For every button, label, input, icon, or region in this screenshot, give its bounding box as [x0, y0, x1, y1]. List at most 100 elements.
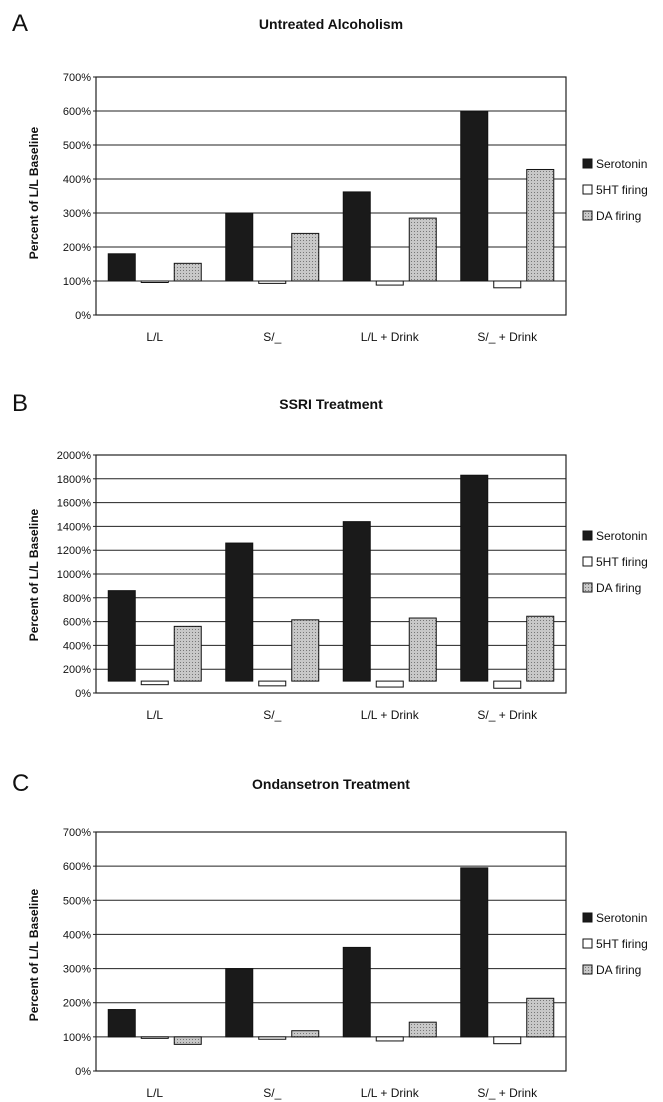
x-tick-label: L/L + Drink	[361, 1086, 420, 1100]
y-tick-label: 1200%	[57, 545, 91, 557]
x-tick-label: L/L	[146, 1086, 163, 1100]
serotonin-bar	[460, 867, 489, 1038]
da-firing-bar	[173, 262, 202, 282]
5ht-firing-bar	[375, 1036, 404, 1042]
legend-5ht-firing-swatch	[582, 184, 593, 195]
5ht-firing-bar	[140, 1036, 169, 1039]
da-firing-bar	[291, 1030, 320, 1038]
legend-da-firing: DA firing	[596, 581, 641, 595]
y-tick-label: 1800%	[57, 474, 91, 486]
y-tick-label: 600%	[63, 617, 91, 629]
5ht-firing-bar	[140, 680, 169, 686]
y-tick-label: 100%	[63, 1032, 91, 1044]
serotonin-bar	[225, 542, 254, 682]
x-tick-label: L/L + Drink	[361, 330, 420, 344]
legend-5ht-firing-swatch	[582, 938, 593, 949]
panel-label: B	[12, 390, 29, 417]
y-tick-label: 0%	[75, 310, 91, 322]
legend-da-firing: DA firing	[596, 209, 641, 223]
y-tick-label: 500%	[63, 895, 91, 907]
da-firing-bar	[408, 1021, 437, 1038]
bar-chart: 0% 100% 200% 300% 400% 500% 600% 700% L/L S/_ L/L …	[63, 827, 648, 1100]
panel-label: A	[12, 10, 29, 37]
y-tick-label: 300%	[63, 964, 91, 976]
x-tick-label: S/_	[263, 1086, 281, 1100]
serotonin-bar	[225, 212, 254, 282]
da-firing-bar	[526, 615, 555, 682]
legend-da-firing-swatch	[582, 210, 593, 221]
x-tick-label: S/_ + Drink	[477, 330, 538, 344]
y-tick-label: 200%	[63, 242, 91, 254]
legend-serotonin: Serotonin	[596, 157, 647, 171]
plot-area	[95, 831, 567, 1072]
y-tick-label: 600%	[63, 106, 91, 118]
da-firing-bar	[291, 232, 320, 282]
da-firing-bar	[291, 619, 320, 682]
da-firing-bar	[526, 997, 555, 1038]
legend-serotonin: Serotonin	[596, 911, 647, 925]
legend-serotonin-swatch	[582, 158, 593, 169]
serotonin-bar	[342, 191, 371, 282]
legend-serotonin-swatch	[582, 530, 593, 541]
y-tick-label: 500%	[63, 140, 91, 152]
serotonin-bar	[107, 590, 136, 682]
y-tick-label: 1600%	[57, 498, 91, 510]
x-tick-label: S/_	[263, 708, 281, 722]
legend-da-firing-swatch	[582, 964, 593, 975]
y-tick-label: 0%	[75, 1066, 91, 1078]
da-firing-bar	[526, 168, 555, 282]
panel-a: A Untreated Alcoholism Percent of L/L Ba…	[0, 0, 663, 360]
y-tick-label: 600%	[63, 861, 91, 873]
y-tick-label: 400%	[63, 929, 91, 941]
legend-5ht-firing-swatch	[582, 556, 593, 567]
da-firing-bar	[173, 1036, 202, 1045]
legend-da-firing-swatch	[582, 582, 593, 593]
panel-c: C Ondansetron Treatment Percent of L/L B…	[0, 760, 663, 1102]
5ht-firing-bar	[258, 680, 287, 687]
legend-5ht-firing: 5HT firing	[596, 555, 648, 569]
5ht-firing-bar	[375, 280, 404, 286]
x-tick-label: S/_	[263, 330, 281, 344]
da-firing-bar	[173, 625, 202, 682]
panel-b: B SSRI Treatment Percent of L/L Baseline…	[0, 380, 663, 722]
bar-chart: 0% 200% 400% 600% 800% 1000% 1200% 1400% 1600% 18…	[57, 450, 648, 722]
serotonin-bar	[225, 968, 254, 1038]
chart-title: Ondansetron Treatment	[252, 776, 410, 792]
y-tick-label: 1000%	[57, 569, 91, 581]
x-tick-label: L/L	[146, 708, 163, 722]
y-tick-label: 100%	[63, 276, 91, 288]
y-tick-label: 200%	[63, 664, 91, 676]
panel-label: C	[12, 770, 30, 797]
serotonin-bar	[107, 1009, 136, 1038]
5ht-firing-bar	[493, 680, 522, 689]
legend-serotonin: Serotonin	[596, 529, 647, 543]
legend-5ht-firing: 5HT firing	[596, 183, 648, 197]
legend-da-firing: DA firing	[596, 963, 641, 977]
x-tick-label: L/L + Drink	[361, 708, 420, 722]
plot-area	[95, 76, 567, 316]
x-tick-label: S/_ + Drink	[477, 1086, 538, 1100]
y-tick-label: 1400%	[57, 521, 91, 533]
y-tick-label: 300%	[63, 208, 91, 220]
y-tick-label: 2000%	[57, 450, 91, 462]
5ht-firing-bar	[493, 1036, 522, 1045]
serotonin-bar	[460, 111, 489, 282]
5ht-firing-bar	[375, 680, 404, 688]
chart-title: Untreated Alcoholism	[258, 16, 404, 32]
bar-chart: 0% 100% 200% 300% 400% 500% 600% 700% L/L S/_ L/L …	[63, 72, 648, 344]
5ht-firing-bar	[493, 280, 522, 289]
y-tick-label: 200%	[63, 998, 91, 1010]
da-firing-bar	[408, 617, 437, 682]
y-tick-label: 400%	[63, 640, 91, 652]
5ht-firing-bar	[258, 1036, 287, 1040]
x-tick-label: L/L	[146, 330, 163, 344]
5ht-firing-bar	[140, 280, 169, 283]
5ht-firing-bar	[258, 280, 287, 284]
serotonin-bar	[342, 521, 371, 682]
legend-5ht-firing: 5HT firing	[596, 937, 648, 951]
serotonin-bar	[342, 946, 371, 1038]
serotonin-bar	[107, 253, 136, 282]
serotonin-bar	[460, 474, 489, 682]
y-tick-label: 700%	[63, 72, 91, 84]
legend-serotonin-swatch	[582, 912, 593, 923]
